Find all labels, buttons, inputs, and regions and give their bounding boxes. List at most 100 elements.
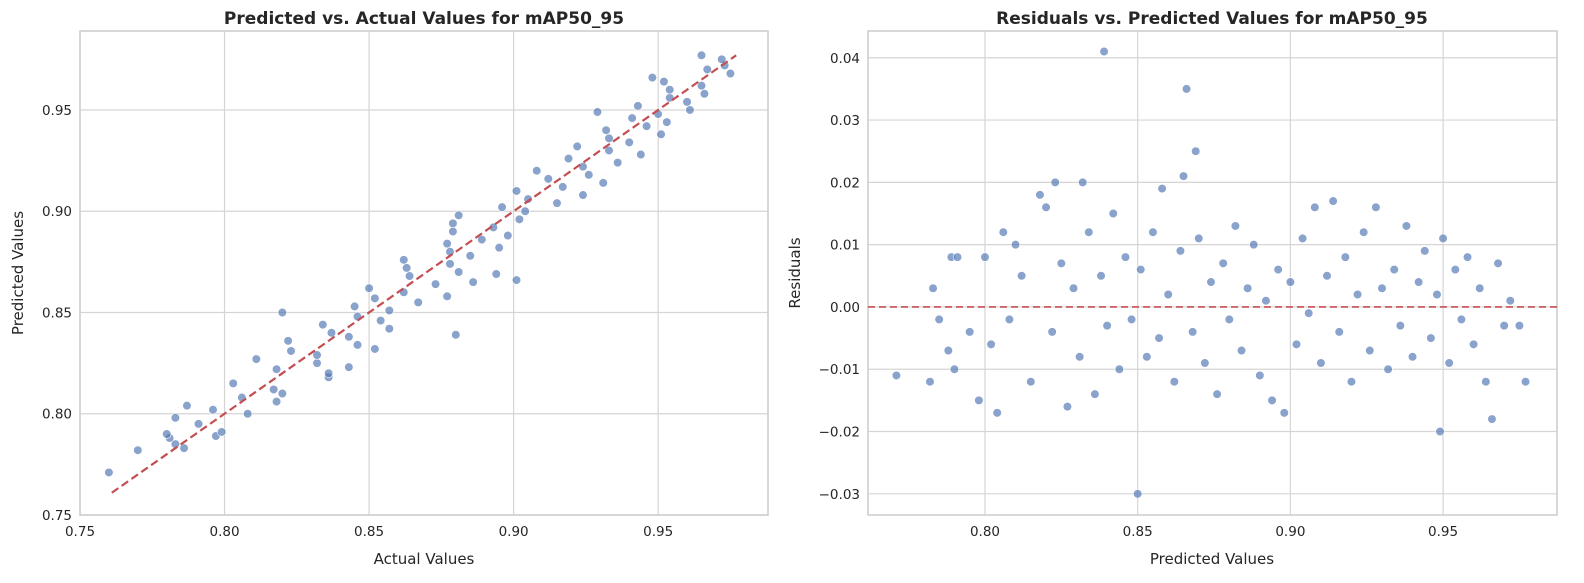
scatter-point	[986, 339, 996, 349]
scatter-point	[702, 64, 712, 75]
scatter-point	[627, 113, 637, 123]
scatter-point	[1297, 233, 1308, 244]
x-tick-label: 0.75	[65, 524, 95, 540]
scatter-point	[277, 388, 287, 399]
y-tick-label: 0.75	[42, 508, 72, 524]
scatter-point	[1462, 252, 1473, 262]
y-tick-label: 0.80	[42, 407, 72, 423]
scatter-point	[578, 162, 588, 172]
scatter-point	[1169, 377, 1179, 387]
scatter-point	[1047, 327, 1057, 337]
y-tick-label: −0.01	[819, 362, 860, 378]
scatter-point	[1334, 327, 1344, 337]
scatter-point	[1090, 389, 1100, 399]
scatter-point	[344, 362, 354, 372]
x-tick-label: 0.80	[970, 524, 1000, 540]
x-tick-label: 0.85	[1123, 524, 1153, 540]
scatter-point	[497, 202, 507, 212]
x-tick-label: 0.90	[499, 524, 529, 540]
scatter-point	[1230, 221, 1241, 231]
scatter-point	[523, 194, 533, 204]
scatter-point	[1017, 271, 1027, 281]
scatter-point	[170, 413, 180, 423]
scatter-point	[445, 259, 455, 269]
scatter-point	[980, 252, 990, 262]
grid	[868, 31, 1557, 515]
scatter-point	[364, 283, 374, 293]
scatter-point	[696, 81, 707, 91]
scatter-point	[633, 101, 643, 111]
scatter-point	[934, 314, 944, 325]
scatter-point	[1279, 408, 1289, 418]
scatter-point	[104, 467, 114, 478]
x-tick-label: 0.85	[354, 524, 384, 540]
scatter-point	[1099, 46, 1109, 57]
scatter-point	[1126, 314, 1137, 325]
scatter-point	[271, 396, 282, 407]
scatter-point	[725, 68, 736, 79]
y-axis-label: Predicted Values	[9, 211, 27, 335]
scatter-point	[384, 305, 394, 316]
scatter-point	[277, 307, 287, 318]
scatter-point	[1365, 345, 1375, 356]
scatter-point	[511, 186, 522, 196]
x-tick-label: 0.80	[210, 524, 240, 540]
scatter-point	[208, 405, 218, 415]
scatter-point	[465, 251, 475, 261]
scatter-point	[350, 301, 360, 312]
scatter-point	[1505, 296, 1515, 306]
scatter-point	[1255, 370, 1265, 381]
scatter-point	[1475, 283, 1485, 293]
scatter-point	[399, 255, 409, 265]
y-tick-label: 0.03	[830, 113, 860, 129]
scatter-point	[998, 227, 1008, 237]
y-tick-label: 0.00	[830, 300, 860, 316]
scatter-point	[1352, 289, 1363, 300]
y-tick-label: 0.95	[42, 103, 72, 119]
scatter-point	[243, 409, 253, 419]
scatter-point	[286, 346, 296, 356]
scatter-point	[1371, 202, 1381, 212]
scatter-point	[1050, 177, 1060, 187]
scatter-point	[448, 218, 458, 228]
scatter-point	[1120, 252, 1131, 262]
scatter-point	[592, 107, 603, 117]
scatter-point	[404, 271, 415, 281]
x-axis-label: Predicted Values	[1150, 550, 1274, 568]
scatter-point	[520, 206, 530, 216]
scatter-points	[104, 50, 736, 478]
scatter-point	[641, 121, 652, 131]
scatter-point	[1181, 84, 1192, 94]
identity-line	[111, 54, 737, 494]
scatter-point	[1075, 352, 1085, 362]
scatter-point	[572, 141, 582, 152]
scatter-point	[1291, 339, 1302, 349]
scatter-point	[1026, 377, 1036, 387]
scatter-point	[494, 243, 504, 253]
scatter-point	[370, 293, 380, 303]
scatter-point	[1304, 308, 1314, 318]
y-tick-label: 0.04	[830, 51, 860, 67]
scatter-point	[1514, 321, 1525, 331]
scatter-point	[1383, 364, 1393, 374]
scatter-point	[891, 370, 902, 381]
scatter-point	[1004, 314, 1015, 325]
scatter-point	[1084, 227, 1094, 237]
scatter-point	[682, 97, 692, 107]
scatter-point	[1136, 264, 1146, 275]
scatter-point	[696, 50, 707, 60]
scatter-point	[1041, 202, 1051, 212]
scatter-point	[1163, 289, 1173, 300]
scatter-point	[1426, 333, 1436, 343]
scatter-point	[656, 129, 666, 139]
scatter-point	[1435, 426, 1445, 437]
scatter-point	[1224, 314, 1234, 325]
y-tick-label: 0.02	[830, 175, 860, 191]
residuals-vs-predicted-plot: Residuals vs. Predicted Values for mAP50…	[786, 9, 1558, 568]
scatter-point	[532, 166, 542, 176]
scatter-point	[1456, 314, 1467, 325]
scatter-point	[1010, 240, 1021, 250]
scatter-point	[584, 170, 594, 180]
scatter-point	[326, 328, 337, 338]
scatter-point	[312, 350, 322, 360]
